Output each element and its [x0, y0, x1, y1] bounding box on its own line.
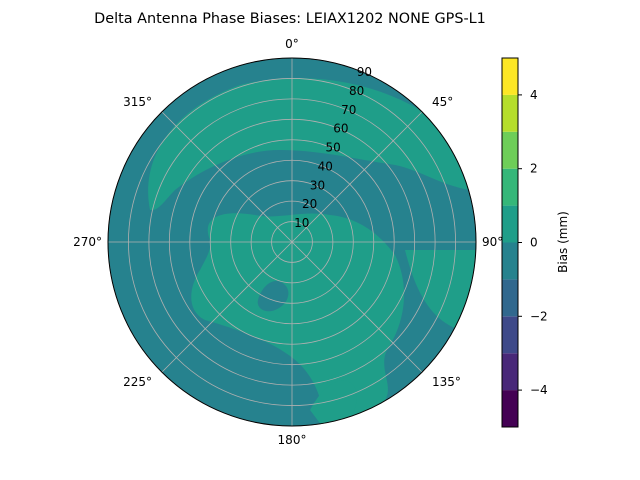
colorbar-band-1: [502, 353, 518, 391]
colorbar-band-8: [502, 94, 518, 132]
r-tick-label-80: 80: [349, 84, 364, 98]
theta-gridline-45: [291, 111, 423, 243]
r-tick-label-60: 60: [333, 122, 348, 136]
chart-title: Delta Antenna Phase Biases: LEIAX1202 NO…: [94, 11, 486, 27]
colorbar-tick-label--4: −4: [530, 383, 548, 397]
colorbar-band-3: [502, 279, 518, 317]
theta-tick-label-135: 135°: [432, 375, 461, 389]
colorbar-band-2: [502, 316, 518, 354]
r-tick-label-70: 70: [341, 103, 356, 117]
theta-tick-label-270: 270°: [73, 235, 102, 249]
theta-gridline-315: [161, 111, 293, 243]
bias-band-neg1-to-0-inlet: [257, 280, 289, 312]
colorbar-band-5: [502, 205, 518, 243]
colorbar-ticks: −4 −2 0 2 4: [518, 88, 548, 397]
polar-outline: [107, 57, 477, 427]
theta-tick-label-90: 90°: [482, 235, 503, 249]
polar-plot-area: 0° 45° 90° 135° 180° 225° 270° 315° 10 20 30 40 50 6…: [73, 37, 503, 447]
colorbar-band-0: [502, 390, 518, 427]
theta-tick-label-225: 225°: [123, 375, 152, 389]
colorbar-band-6: [502, 168, 518, 206]
bias-band-0-to-1-patch-south: [191, 213, 405, 426]
bias-band-0-to-1-patch-southwest: [310, 380, 357, 426]
colorbar-tick-label-2: 2: [530, 162, 538, 176]
r-tick-label-30: 30: [310, 178, 325, 192]
r-tick-label-10: 10: [294, 216, 309, 230]
r-tick-label-20: 20: [302, 197, 317, 211]
theta-gridline-225: [161, 241, 293, 373]
colorbar-tick-label-4: 4: [530, 88, 538, 102]
theta-gridline-135: [291, 241, 423, 373]
r-tick-label-90: 90: [357, 65, 372, 79]
radius-tick-labels: 10 20 30 40 50 60 70 80 90: [294, 65, 372, 230]
colorbar-bands: [502, 58, 518, 427]
colorbar-tick-label--2: −2: [530, 309, 548, 323]
theta-tick-label-0: 0°: [285, 37, 299, 51]
theta-tick-label-45: 45°: [432, 95, 453, 109]
theta-tick-labels: 0° 45° 90° 135° 180° 225° 270° 315°: [73, 37, 503, 447]
colorbar-label: Bias (mm): [556, 211, 570, 273]
colorbar-tick-label-0: 0: [530, 236, 538, 250]
theta-tick-label-315: 315°: [123, 95, 152, 109]
r-tick-label-40: 40: [318, 159, 333, 173]
angular-gridlines: [108, 58, 476, 426]
colorbar-band-7: [502, 131, 518, 169]
colorbar-band-9: [502, 58, 518, 95]
theta-tick-label-180: 180°: [278, 433, 307, 447]
r-tick-label-50: 50: [325, 141, 340, 155]
colorbar: −4 −2 0 2 4 Bias (mm): [501, 57, 570, 428]
colorbar-band-4: [502, 242, 518, 280]
